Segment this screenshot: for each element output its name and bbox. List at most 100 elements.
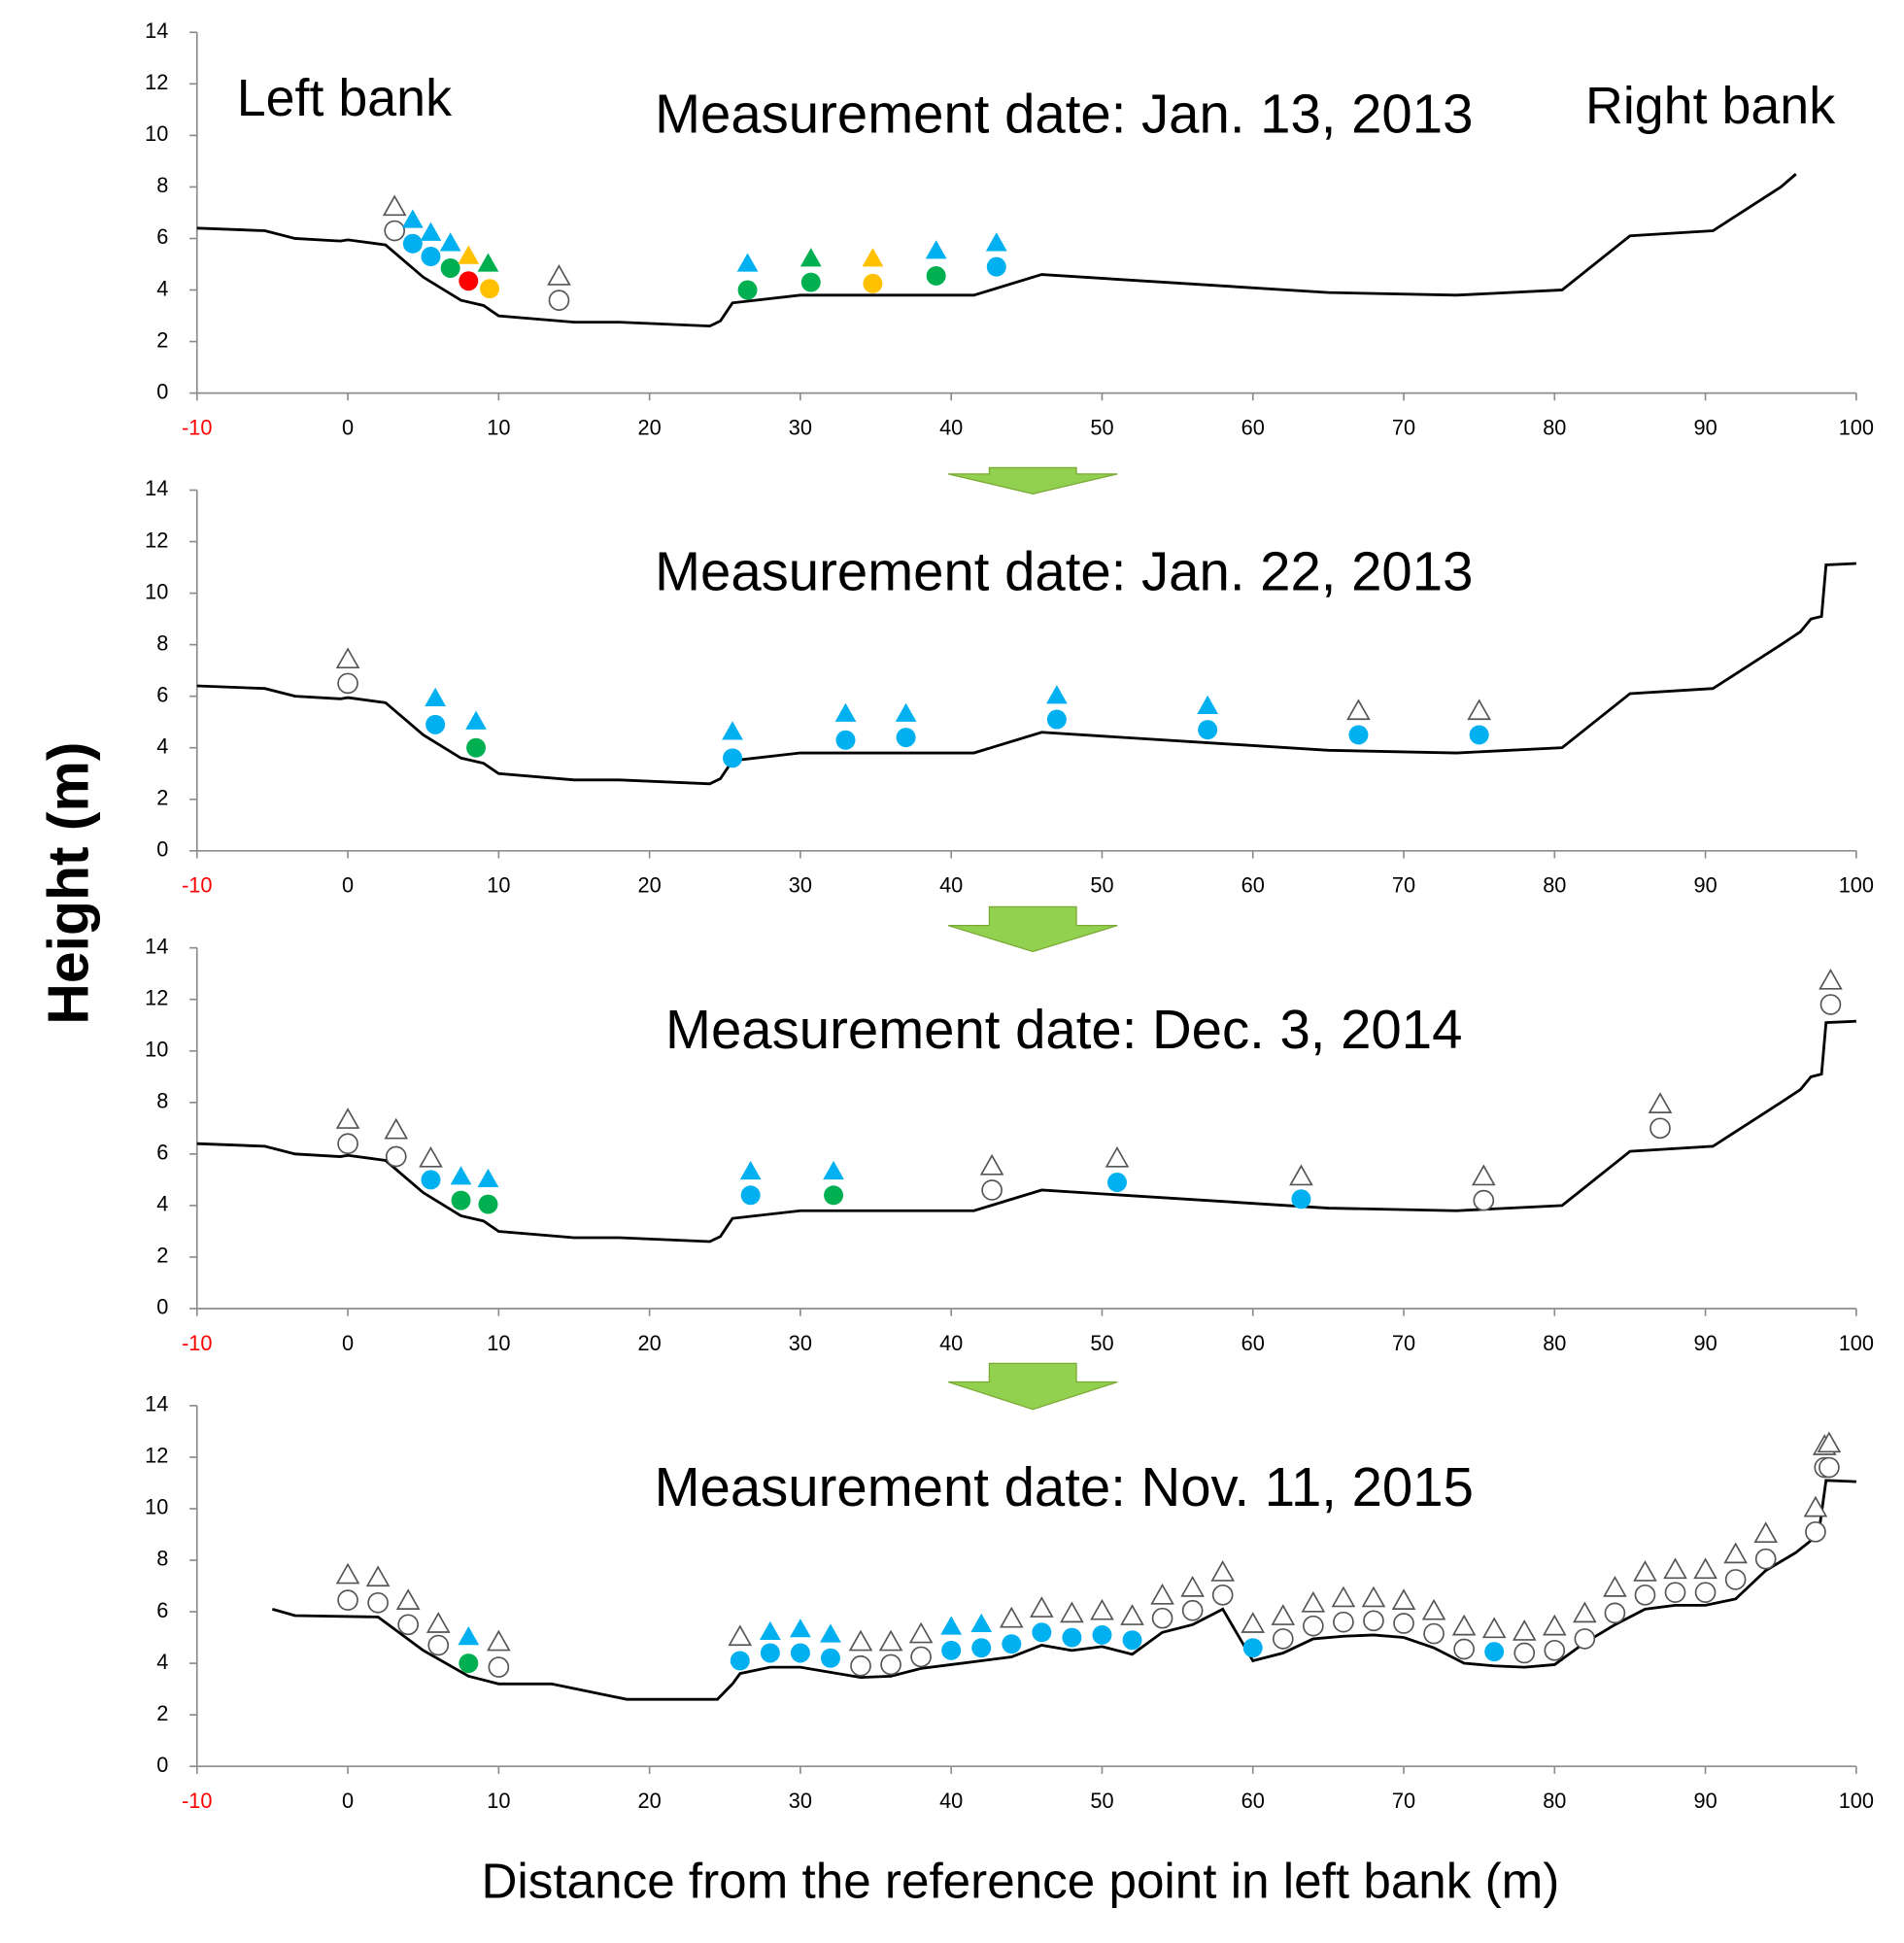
circle-marker [1002,1634,1022,1654]
triangle-marker [878,1629,903,1652]
bank-label: Right bank [1585,77,1835,135]
triangle-marker [425,687,447,706]
circle-marker [1484,1642,1505,1662]
x-tick-label: 10 [487,1331,510,1355]
x-tick-label: 50 [1090,873,1113,898]
x-tick-label: -10 [182,873,212,898]
x-tick-label: 100 [1839,1331,1874,1355]
circle-marker [488,1656,510,1678]
circle-marker [480,279,500,299]
circle-marker [1469,725,1489,745]
y-tick-label: 14 [145,934,168,958]
x-tick-label: 60 [1241,1331,1265,1355]
circle-marker [824,1185,844,1206]
circle-marker [760,1643,780,1663]
circle-marker [1604,1602,1626,1624]
circle-marker [1634,1584,1656,1606]
x-tick-label: 100 [1839,415,1874,439]
x-tick-label: 30 [789,415,812,439]
triangle-marker [1573,1601,1597,1623]
circle-marker [1032,1622,1052,1643]
ground-profile [196,173,1797,328]
y-tick-label: 0 [156,837,168,862]
triangle-marker [1105,1145,1130,1168]
circle-marker [1151,1607,1173,1629]
triangle-marker [439,232,461,252]
triangle-marker [848,1629,873,1652]
y-tick-label: 2 [156,786,168,810]
triangle-marker [739,1160,762,1180]
y-tick-label: 6 [156,1141,168,1165]
y-tick-label: 0 [156,1295,168,1319]
bank-label: Left bank [237,69,452,127]
circle-marker [1393,1613,1414,1634]
circle-marker [337,1133,358,1155]
ground-profile [271,1479,1856,1701]
circle-marker [548,290,570,311]
panel-title: Measurement date: Dec. 3, 2014 [665,999,1462,1060]
x-tick-label: 80 [1543,1331,1566,1355]
circle-marker [1819,1456,1840,1479]
triangle-marker [420,222,442,241]
y-tick-label: 8 [156,631,168,655]
circle-marker [421,247,441,267]
circle-marker [440,257,460,278]
circle-marker [1473,1189,1495,1211]
circle-marker [790,1643,810,1663]
circle-marker [1348,725,1369,745]
x-tick-label: 90 [1693,415,1717,439]
triangle-marker [1045,685,1068,704]
x-tick-label: 40 [939,1789,963,1813]
circle-marker [1513,1642,1536,1664]
x-tick-label: 30 [789,873,812,898]
y-tick-label: 8 [156,173,168,197]
triangle-marker [970,1613,993,1632]
triangle-marker [365,1565,391,1587]
y-tick-label: 10 [145,1495,168,1519]
circle-marker [723,748,743,768]
triangle-marker [1512,1619,1537,1641]
y-tick-label: 12 [145,985,168,1009]
circle-marker [1122,1630,1142,1651]
circle-marker [337,1589,358,1611]
circle-marker [1423,1622,1445,1645]
triangle-marker [487,1629,511,1652]
x-tick-label: 40 [939,415,963,439]
y-tick-label: 8 [156,1547,168,1571]
x-tick-label: -10 [182,1789,212,1813]
circle-marker [1062,1627,1082,1648]
y-tick-label: 6 [156,224,168,249]
x-tick-label: 100 [1839,1789,1874,1813]
triangle-marker [335,1108,360,1129]
y-tick-label: 12 [145,528,168,552]
triangle-marker [425,1612,451,1633]
circle-marker [459,1653,479,1674]
triangle-marker [382,194,407,217]
triangle-marker [722,721,743,740]
x-tick-label: 40 [939,1331,963,1355]
triangle-marker [1346,699,1371,721]
y-tick-label: 8 [156,1089,168,1113]
circle-marker [402,233,423,254]
triangle-marker [1421,1598,1446,1620]
triangle-marker [925,240,947,259]
triangle-marker [940,1616,963,1635]
triangle-marker [477,1168,499,1188]
x-tick-label: 10 [487,873,510,898]
circle-marker [1805,1521,1826,1543]
circle-marker [941,1640,962,1660]
x-tick-label: 20 [638,1331,662,1355]
x-tick-label: 50 [1090,1789,1113,1813]
circle-marker [1664,1582,1686,1603]
triangle-marker [1451,1614,1477,1636]
triangle-marker [834,702,857,722]
x-tick-label: 0 [342,1331,354,1355]
circle-marker [1291,1189,1311,1210]
triangle-marker [999,1606,1024,1628]
x-tick-label: 20 [638,415,662,439]
y-tick-label: 4 [156,733,168,758]
triangle-marker [979,1153,1004,1176]
circle-marker [971,1638,992,1658]
triangle-marker [728,1624,753,1647]
x-axis-label: Distance from the reference point in lef… [481,1853,1559,1908]
